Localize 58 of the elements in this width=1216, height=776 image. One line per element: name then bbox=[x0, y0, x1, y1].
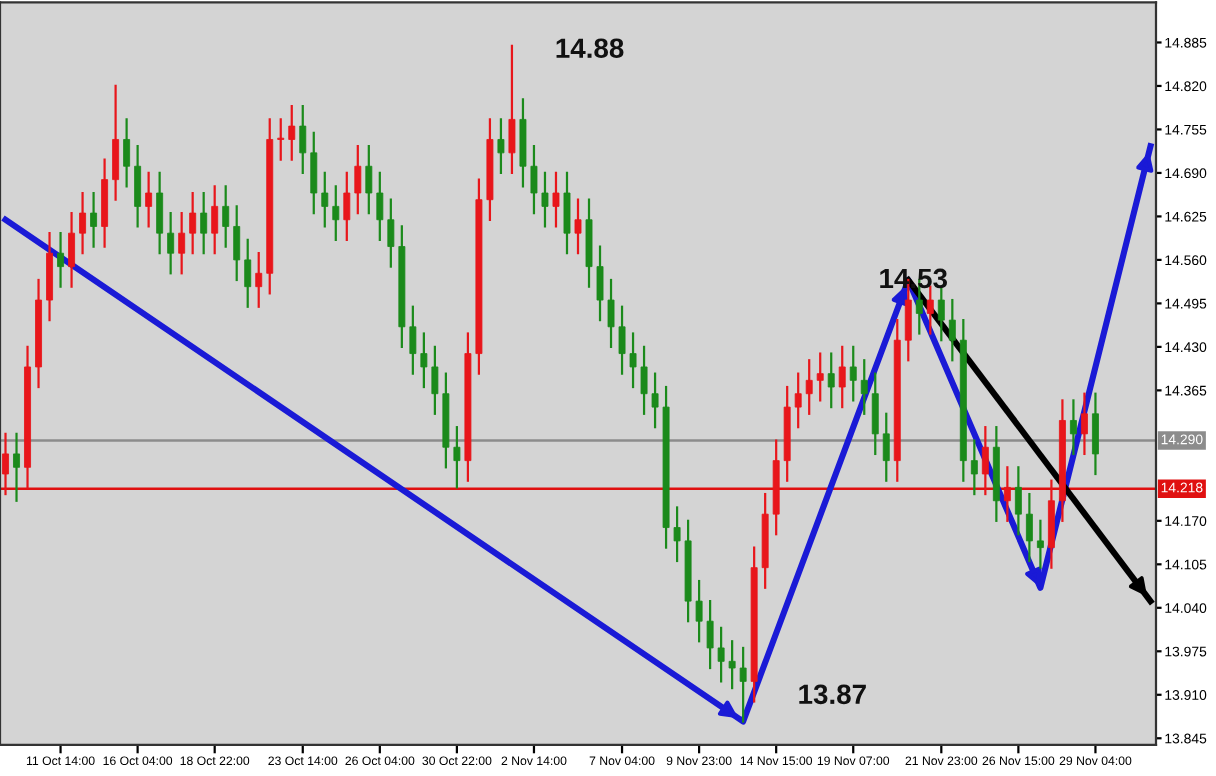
candlestick bbox=[552, 171, 560, 228]
candlestick bbox=[233, 205, 241, 282]
annotation: 13.87 bbox=[799, 684, 866, 705]
annotation: 14.88 bbox=[556, 38, 624, 59]
candlestick bbox=[871, 372, 879, 456]
candlestick bbox=[816, 352, 824, 402]
candlestick bbox=[948, 298, 956, 362]
candlestick bbox=[156, 171, 164, 255]
candlestick bbox=[299, 104, 307, 175]
candlestick bbox=[937, 285, 945, 342]
candlestick bbox=[860, 359, 868, 415]
candlestick bbox=[1025, 492, 1033, 563]
candlestick bbox=[805, 359, 813, 415]
candlestick bbox=[970, 439, 978, 496]
candlestick bbox=[244, 238, 252, 308]
annotation: 14.53 bbox=[880, 268, 947, 289]
candlestick bbox=[827, 352, 835, 409]
candlestick bbox=[1092, 392, 1099, 476]
candlestick bbox=[123, 118, 131, 188]
candlestick bbox=[189, 191, 197, 255]
candlestick bbox=[563, 171, 571, 255]
candlestick bbox=[167, 211, 175, 275]
candlestick bbox=[112, 84, 120, 201]
candlestick bbox=[255, 252, 263, 308]
candlestick bbox=[321, 171, 329, 228]
candlestick bbox=[79, 191, 87, 255]
candlestick bbox=[497, 118, 505, 175]
candlestick bbox=[354, 145, 362, 215]
candlestick bbox=[57, 232, 64, 288]
candlestick bbox=[926, 285, 934, 335]
candlestick bbox=[90, 191, 98, 248]
candlestick bbox=[101, 158, 109, 248]
line-series bbox=[2, 143, 1154, 725]
candlestick bbox=[574, 198, 582, 255]
candlestick bbox=[200, 191, 208, 255]
candlestick bbox=[13, 432, 20, 502]
candlestick bbox=[1036, 519, 1044, 569]
candlestick bbox=[794, 372, 802, 429]
candlestick bbox=[838, 345, 846, 409]
candlestick bbox=[1080, 392, 1088, 456]
candlestick bbox=[222, 185, 230, 248]
candlestick bbox=[1069, 399, 1077, 456]
candlestick bbox=[310, 131, 318, 215]
candlestick bbox=[882, 412, 890, 482]
candlestick bbox=[178, 211, 186, 275]
candlestick bbox=[288, 104, 296, 161]
candlestick bbox=[134, 145, 142, 228]
candlestick bbox=[1014, 466, 1022, 536]
candlestick bbox=[365, 145, 373, 215]
candlestick bbox=[332, 185, 340, 241]
candlestick bbox=[277, 118, 285, 161]
candlestick bbox=[145, 171, 153, 228]
candlestick bbox=[508, 44, 516, 175]
candlestick bbox=[211, 185, 219, 255]
candlestick bbox=[849, 345, 857, 402]
candlestick bbox=[343, 171, 351, 241]
candlestick bbox=[46, 232, 53, 322]
candlestick bbox=[68, 211, 76, 288]
